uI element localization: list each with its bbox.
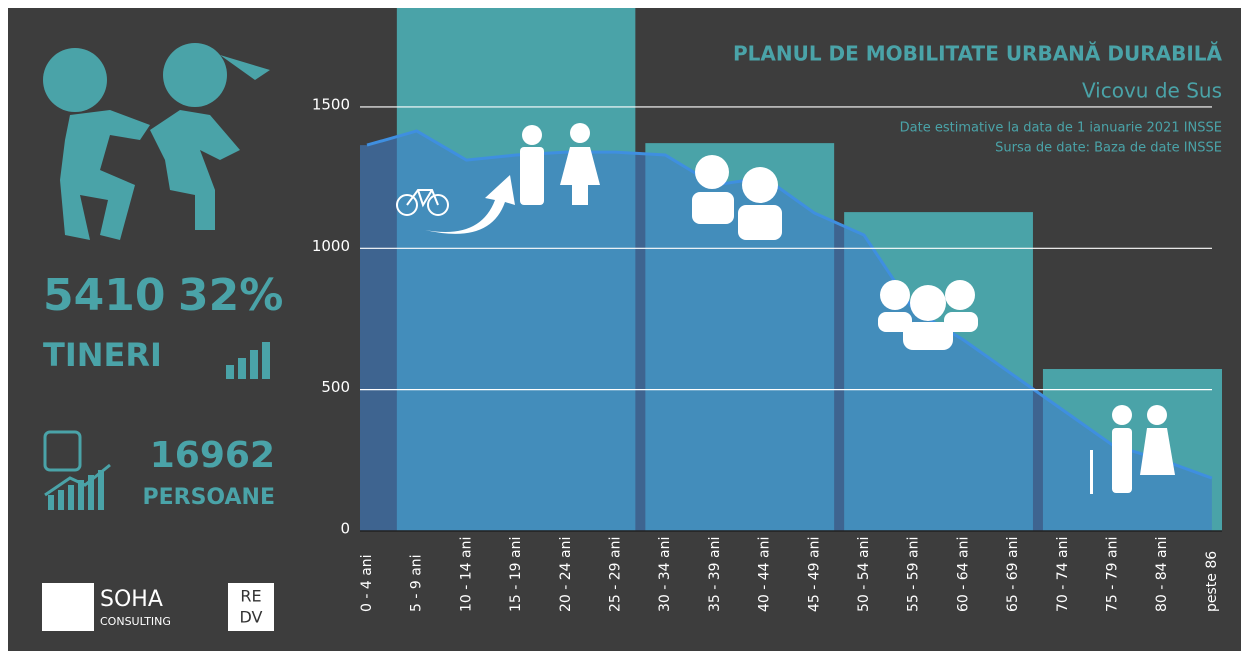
overlay: 0 500 1000 1500 0 - 4 ani 5 - 9 ani 10 - 14 an…	[312, 42, 1223, 613]
x-tick-label: 5 - 9 ani	[409, 554, 425, 612]
elderly-icon-part	[1112, 405, 1132, 425]
population-label: PERSOANE	[142, 485, 275, 510]
x-tick-label: 35 - 39 ani	[707, 537, 723, 612]
group-icon	[878, 280, 978, 350]
elderly-icon-part	[1147, 405, 1167, 425]
logo-box	[42, 583, 94, 631]
adults-icon-part	[692, 192, 734, 224]
young-label: TINERI	[43, 336, 162, 374]
x-tick-label: 70 - 74 ani	[1055, 537, 1071, 612]
y-tick-label: 1000	[312, 237, 350, 255]
young-count: 5410	[43, 270, 165, 321]
x-tick-label: 75 - 79 ani	[1105, 537, 1121, 612]
y-tick-label: 1500	[312, 95, 350, 113]
bike-wheel	[427, 194, 449, 216]
students-icon-part	[570, 123, 590, 143]
x-tick-label: 30 - 34 ani	[657, 537, 673, 612]
group-icon-part	[944, 312, 978, 332]
line	[366, 129, 1213, 480]
chart-title: PLANUL DE MOBILITATE URBANĂ DURABILĂ	[733, 42, 1223, 66]
students-icon	[520, 123, 600, 205]
students-icon-part	[522, 125, 542, 145]
adults-icon-part	[742, 167, 778, 203]
elderly-icon-part	[1112, 428, 1132, 493]
plot	[360, 8, 1222, 531]
chart-subtitle: Vicovu de Sus	[1082, 79, 1222, 103]
young-share: 32%	[178, 270, 283, 321]
y-tick-label: 0	[340, 520, 350, 538]
group-icon-part	[880, 280, 910, 310]
x-tick-label: peste 86	[1204, 551, 1220, 612]
logo-sub: CONSULTING	[100, 615, 171, 628]
x-tick-label: 55 - 59 ani	[906, 537, 922, 612]
x-tick-label: 25 - 29 ani	[608, 537, 624, 612]
x-tick-label: 20 - 24 ani	[558, 537, 574, 612]
growth-icon	[226, 342, 270, 379]
x-tick-label: 65 - 69 ani	[1005, 537, 1021, 612]
x-tick-label: 80 - 84 ani	[1154, 537, 1170, 612]
students-icon-part	[560, 147, 600, 185]
x-tick-label: 0 - 4 ani	[359, 554, 375, 612]
adults-icon	[692, 155, 782, 240]
population: 16962	[150, 435, 275, 476]
x-tick-label: 40 - 44 ani	[757, 537, 773, 612]
arrow-icon	[425, 175, 515, 234]
area	[360, 130, 1212, 531]
x-tick-label: 45 - 49 ani	[806, 537, 822, 612]
x-tick-label: 10 - 14 ani	[458, 537, 474, 612]
bike-icon	[396, 189, 449, 216]
x-tick-label: 15 - 19 ani	[508, 537, 524, 612]
students-icon-part	[520, 147, 544, 205]
bars-icon	[48, 470, 104, 510]
logo2-top: RE	[240, 587, 261, 606]
elderly-icon-part	[1090, 450, 1093, 494]
students-icon-part	[572, 185, 588, 205]
x-tick-label: 50 - 54 ani	[856, 537, 872, 612]
group-icon-part	[945, 280, 975, 310]
elderly-icon	[1090, 405, 1175, 494]
group-icon-part	[910, 285, 946, 321]
note: Date estimative la data de 1 ianuarie 20…	[900, 121, 1222, 136]
bike-wheel	[396, 194, 418, 216]
y-tick-label: 500	[321, 378, 350, 396]
x-tick-label: 60 - 64 ani	[955, 537, 971, 612]
people-icon	[43, 430, 111, 497]
adults-icon-part	[738, 205, 782, 240]
logo2-bottom: DV	[240, 608, 263, 627]
note: Sursa de date: Baza de date INSSE	[995, 141, 1222, 156]
group-icon-part	[878, 312, 912, 332]
kids-icon	[43, 43, 270, 240]
logo-name: SOHA	[100, 587, 163, 612]
bike-frame	[406, 189, 439, 208]
adults-icon-part	[695, 155, 729, 189]
group-icon-part	[903, 322, 953, 350]
elderly-icon-part	[1140, 428, 1175, 475]
logo2-box	[228, 583, 274, 631]
